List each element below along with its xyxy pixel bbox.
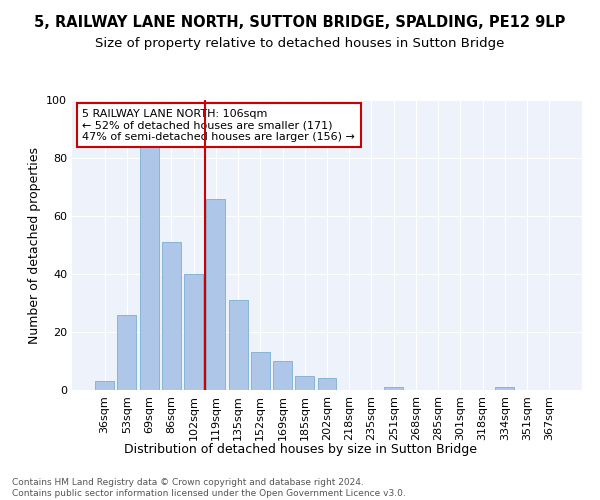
Y-axis label: Number of detached properties: Number of detached properties [28,146,41,344]
Bar [295,376,314,390]
Bar [162,242,181,390]
Text: Contains HM Land Registry data © Crown copyright and database right 2024.
Contai: Contains HM Land Registry data © Crown c… [12,478,406,498]
Bar [206,198,225,390]
Bar [229,300,248,390]
Text: Distribution of detached houses by size in Sutton Bridge: Distribution of detached houses by size … [124,442,476,456]
Bar [184,274,203,390]
Bar [118,314,136,390]
Bar [95,382,114,390]
Text: 5 RAILWAY LANE NORTH: 106sqm
← 52% of detached houses are smaller (171)
47% of s: 5 RAILWAY LANE NORTH: 106sqm ← 52% of de… [82,108,355,142]
Bar [496,387,514,390]
Bar [140,146,158,390]
Bar [317,378,337,390]
Text: 5, RAILWAY LANE NORTH, SUTTON BRIDGE, SPALDING, PE12 9LP: 5, RAILWAY LANE NORTH, SUTTON BRIDGE, SP… [34,15,566,30]
Text: Size of property relative to detached houses in Sutton Bridge: Size of property relative to detached ho… [95,38,505,51]
Bar [384,387,403,390]
Bar [273,361,292,390]
Bar [251,352,270,390]
